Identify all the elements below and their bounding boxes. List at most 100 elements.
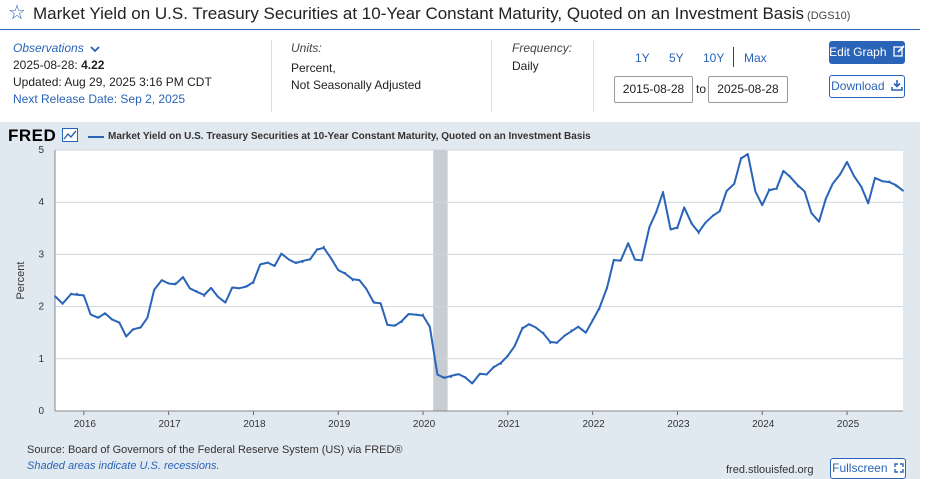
data-point [450, 376, 452, 378]
data-point [542, 331, 545, 334]
data-point [195, 290, 198, 292]
data-point [619, 258, 622, 261]
data-point [294, 261, 297, 264]
data-point [365, 287, 368, 290]
data-point [718, 209, 721, 211]
latest-observation: 2025-08-28: 4.22 [13, 57, 212, 74]
data-point [591, 318, 594, 321]
units-line1: Percent, [291, 61, 336, 75]
data-point [110, 318, 113, 321]
fred-url[interactable]: fred.stlouisfed.org [726, 464, 814, 476]
data-point [683, 206, 686, 209]
data-point [528, 323, 530, 326]
legend-swatch [88, 136, 104, 138]
data-point [881, 180, 884, 183]
data-point [492, 365, 495, 368]
download-button[interactable]: Download [829, 75, 905, 98]
data-point [280, 253, 283, 256]
chevron-down-icon[interactable] [89, 44, 101, 54]
data-point [252, 282, 255, 285]
range-divider [733, 47, 734, 67]
fullscreen-label: Fullscreen [832, 461, 888, 475]
divider [593, 40, 594, 112]
data-point [796, 185, 799, 188]
plot-area [55, 150, 903, 411]
data-point [309, 258, 312, 261]
data-point [351, 279, 354, 282]
data-point [259, 263, 262, 266]
divider [271, 40, 272, 112]
data-point [655, 211, 658, 214]
data-point [860, 185, 863, 188]
data-point [612, 258, 615, 261]
fullscreen-button[interactable]: Fullscreen [830, 458, 906, 479]
data-point [89, 313, 92, 316]
end-date-input[interactable]: 2025-08-28 [708, 76, 788, 103]
data-point [422, 313, 424, 316]
range-1y-button[interactable]: 1Y [635, 51, 650, 65]
data-point [457, 373, 460, 376]
observations-toggle[interactable]: Observations [13, 40, 212, 57]
data-point [203, 295, 206, 298]
data-point [139, 326, 142, 329]
data-point [733, 183, 736, 185]
observations-label[interactable]: Observations [13, 41, 84, 55]
x-tick-label: 2022 [583, 419, 606, 430]
data-point [224, 300, 227, 303]
updated-text: Updated: Aug 29, 2025 3:16 PM CDT [13, 75, 212, 89]
data-point [238, 287, 240, 290]
star-icon[interactable]: ☆ [8, 2, 26, 24]
data-point [704, 222, 707, 224]
data-point [789, 175, 792, 177]
data-point [394, 323, 396, 326]
range-10y-button[interactable]: 10Y [703, 51, 725, 65]
edit-graph-button[interactable]: Edit Graph [829, 41, 905, 64]
data-point [640, 258, 643, 261]
data-point [344, 271, 346, 274]
x-tick-label: 2016 [74, 419, 97, 430]
data-point [478, 373, 481, 376]
data-point [740, 156, 742, 159]
data-point [895, 185, 898, 188]
data-point [174, 282, 177, 285]
data-point [104, 313, 106, 316]
units-label: Units: [291, 41, 322, 55]
date-range-to-label: to [696, 82, 707, 96]
data-point [818, 219, 820, 222]
frequency-block: Frequency: Daily [512, 40, 572, 75]
data-point [627, 243, 630, 245]
source-text: Source: Board of Governors of the Federa… [27, 444, 403, 456]
data-point [712, 214, 714, 217]
edit-icon [893, 45, 905, 57]
x-tick-label: 2019 [328, 419, 351, 430]
data-point [182, 276, 184, 279]
data-point [358, 279, 361, 282]
next-release-link[interactable]: Next Release Date: Sep 2, 2025 [13, 92, 186, 106]
range-5y-button[interactable]: 5Y [669, 51, 684, 65]
start-date-input[interactable]: 2015-08-28 [614, 76, 693, 103]
data-point [606, 287, 608, 290]
fullscreen-icon [894, 463, 904, 473]
x-tick-label: 2017 [159, 419, 182, 430]
data-point [676, 227, 679, 230]
data-point [761, 203, 764, 206]
data-point [534, 326, 537, 329]
data-point [386, 323, 389, 326]
data-point [153, 290, 156, 292]
data-point [521, 326, 524, 329]
data-point [210, 287, 212, 290]
data-point [754, 190, 757, 193]
units-block: Units: Percent, Not Seasonally Adjusted [291, 40, 421, 94]
observation-value: 4.22 [81, 58, 105, 72]
data-point [662, 190, 664, 193]
data-point [415, 313, 418, 316]
data-point [337, 269, 340, 271]
data-point [867, 201, 870, 204]
data-point [513, 344, 516, 347]
data-point [76, 292, 78, 295]
range-max-button[interactable]: Max [744, 51, 767, 65]
data-point [82, 295, 85, 298]
data-point [273, 263, 276, 266]
data-point [669, 227, 672, 230]
data-point [231, 287, 234, 290]
